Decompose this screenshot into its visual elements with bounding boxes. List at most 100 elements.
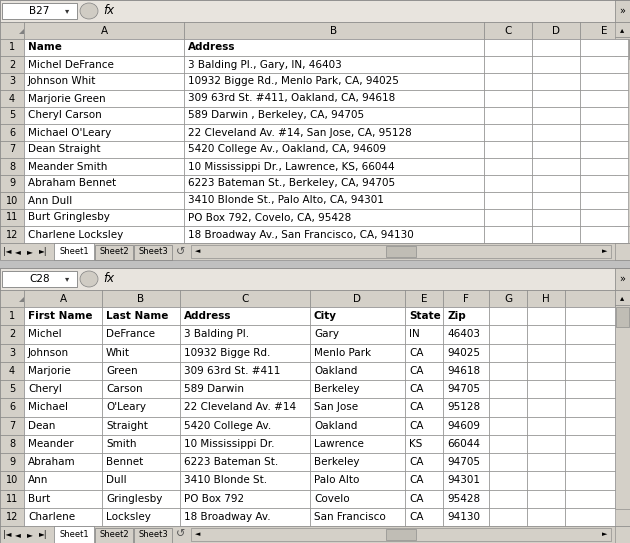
- Text: Cheryl: Cheryl: [28, 384, 62, 394]
- Bar: [184, 90, 484, 107]
- Text: C: C: [504, 26, 512, 35]
- Bar: [310, 362, 405, 380]
- Bar: [134, 528, 172, 543]
- Bar: [484, 124, 532, 141]
- Bar: [24, 380, 102, 398]
- Bar: [0, 471, 24, 489]
- Bar: [24, 471, 102, 489]
- Bar: [184, 22, 484, 39]
- Text: Marjorie: Marjorie: [28, 366, 71, 376]
- Text: Lawrence: Lawrence: [314, 439, 364, 449]
- Text: 94618: 94618: [447, 366, 480, 376]
- Text: |◄: |◄: [3, 247, 11, 256]
- Text: 10: 10: [6, 195, 18, 205]
- Text: B: B: [331, 26, 338, 35]
- Bar: [180, 325, 310, 344]
- Bar: [102, 380, 180, 398]
- Text: 4: 4: [9, 366, 15, 376]
- Text: 6: 6: [9, 402, 15, 412]
- Bar: [310, 307, 405, 325]
- Bar: [0, 398, 24, 416]
- Text: 11: 11: [6, 212, 18, 223]
- Text: Last Name: Last Name: [106, 311, 168, 321]
- Bar: [0, 107, 24, 124]
- Bar: [0, 268, 630, 543]
- Text: Sheet2: Sheet2: [99, 247, 129, 256]
- Bar: [24, 56, 184, 73]
- Text: fx: fx: [103, 273, 114, 286]
- Bar: [565, 453, 615, 471]
- Text: Berkeley: Berkeley: [314, 384, 360, 394]
- Text: D: D: [552, 26, 560, 35]
- Bar: [24, 416, 102, 435]
- Bar: [405, 416, 443, 435]
- Bar: [2, 3, 77, 19]
- Text: Green: Green: [106, 366, 137, 376]
- Bar: [443, 489, 489, 508]
- Text: 46403: 46403: [447, 330, 480, 339]
- Bar: [0, 158, 24, 175]
- Text: Dean Straight: Dean Straight: [28, 144, 101, 155]
- Text: Carson: Carson: [106, 384, 142, 394]
- Text: ►: ►: [602, 532, 607, 538]
- Text: Burt Gringlesby: Burt Gringlesby: [28, 212, 110, 223]
- Bar: [580, 141, 628, 158]
- Bar: [532, 39, 580, 56]
- Bar: [184, 226, 484, 243]
- Text: Bennet: Bennet: [106, 457, 143, 467]
- Bar: [405, 508, 443, 526]
- Bar: [184, 209, 484, 226]
- Bar: [405, 362, 443, 380]
- Bar: [180, 362, 310, 380]
- Text: San Jose: San Jose: [314, 402, 358, 412]
- Bar: [489, 398, 527, 416]
- Bar: [443, 362, 489, 380]
- Text: Name: Name: [28, 42, 62, 53]
- Bar: [191, 528, 611, 541]
- Text: ▾: ▾: [65, 7, 69, 16]
- Bar: [102, 471, 180, 489]
- Text: Michel: Michel: [28, 330, 62, 339]
- Text: Gringlesby: Gringlesby: [106, 494, 163, 503]
- Bar: [2, 271, 77, 287]
- Text: B27: B27: [30, 6, 50, 16]
- Bar: [102, 508, 180, 526]
- Bar: [484, 158, 532, 175]
- Text: 1: 1: [9, 311, 15, 321]
- Bar: [102, 362, 180, 380]
- Text: Locksley: Locksley: [106, 512, 151, 522]
- Bar: [180, 398, 310, 416]
- Bar: [565, 471, 615, 489]
- Bar: [565, 435, 615, 453]
- Text: A: A: [59, 294, 67, 304]
- Bar: [0, 325, 24, 344]
- Text: Dean: Dean: [28, 421, 55, 431]
- Bar: [180, 471, 310, 489]
- Bar: [0, 435, 24, 453]
- Bar: [532, 124, 580, 141]
- Bar: [0, 141, 24, 158]
- Bar: [443, 307, 489, 325]
- Text: Abraham: Abraham: [28, 457, 76, 467]
- Text: Michel DeFrance: Michel DeFrance: [28, 60, 114, 70]
- Text: 11: 11: [6, 494, 18, 503]
- Text: ►: ►: [602, 249, 607, 255]
- Text: C28: C28: [29, 274, 50, 284]
- Text: 3410 Blonde St., Palo Alto, CA, 94301: 3410 Blonde St., Palo Alto, CA, 94301: [188, 195, 384, 205]
- Bar: [532, 175, 580, 192]
- Bar: [489, 344, 527, 362]
- Text: IN: IN: [409, 330, 420, 339]
- Text: 94609: 94609: [447, 421, 480, 431]
- Bar: [489, 416, 527, 435]
- Text: 8: 8: [9, 161, 15, 172]
- Bar: [95, 245, 133, 260]
- Bar: [489, 508, 527, 526]
- Bar: [405, 325, 443, 344]
- Text: 9: 9: [9, 457, 15, 467]
- Text: CA: CA: [409, 366, 423, 376]
- Text: Sheet1: Sheet1: [59, 247, 89, 256]
- Text: ►: ►: [27, 247, 33, 256]
- Bar: [405, 453, 443, 471]
- Bar: [527, 435, 565, 453]
- Bar: [184, 141, 484, 158]
